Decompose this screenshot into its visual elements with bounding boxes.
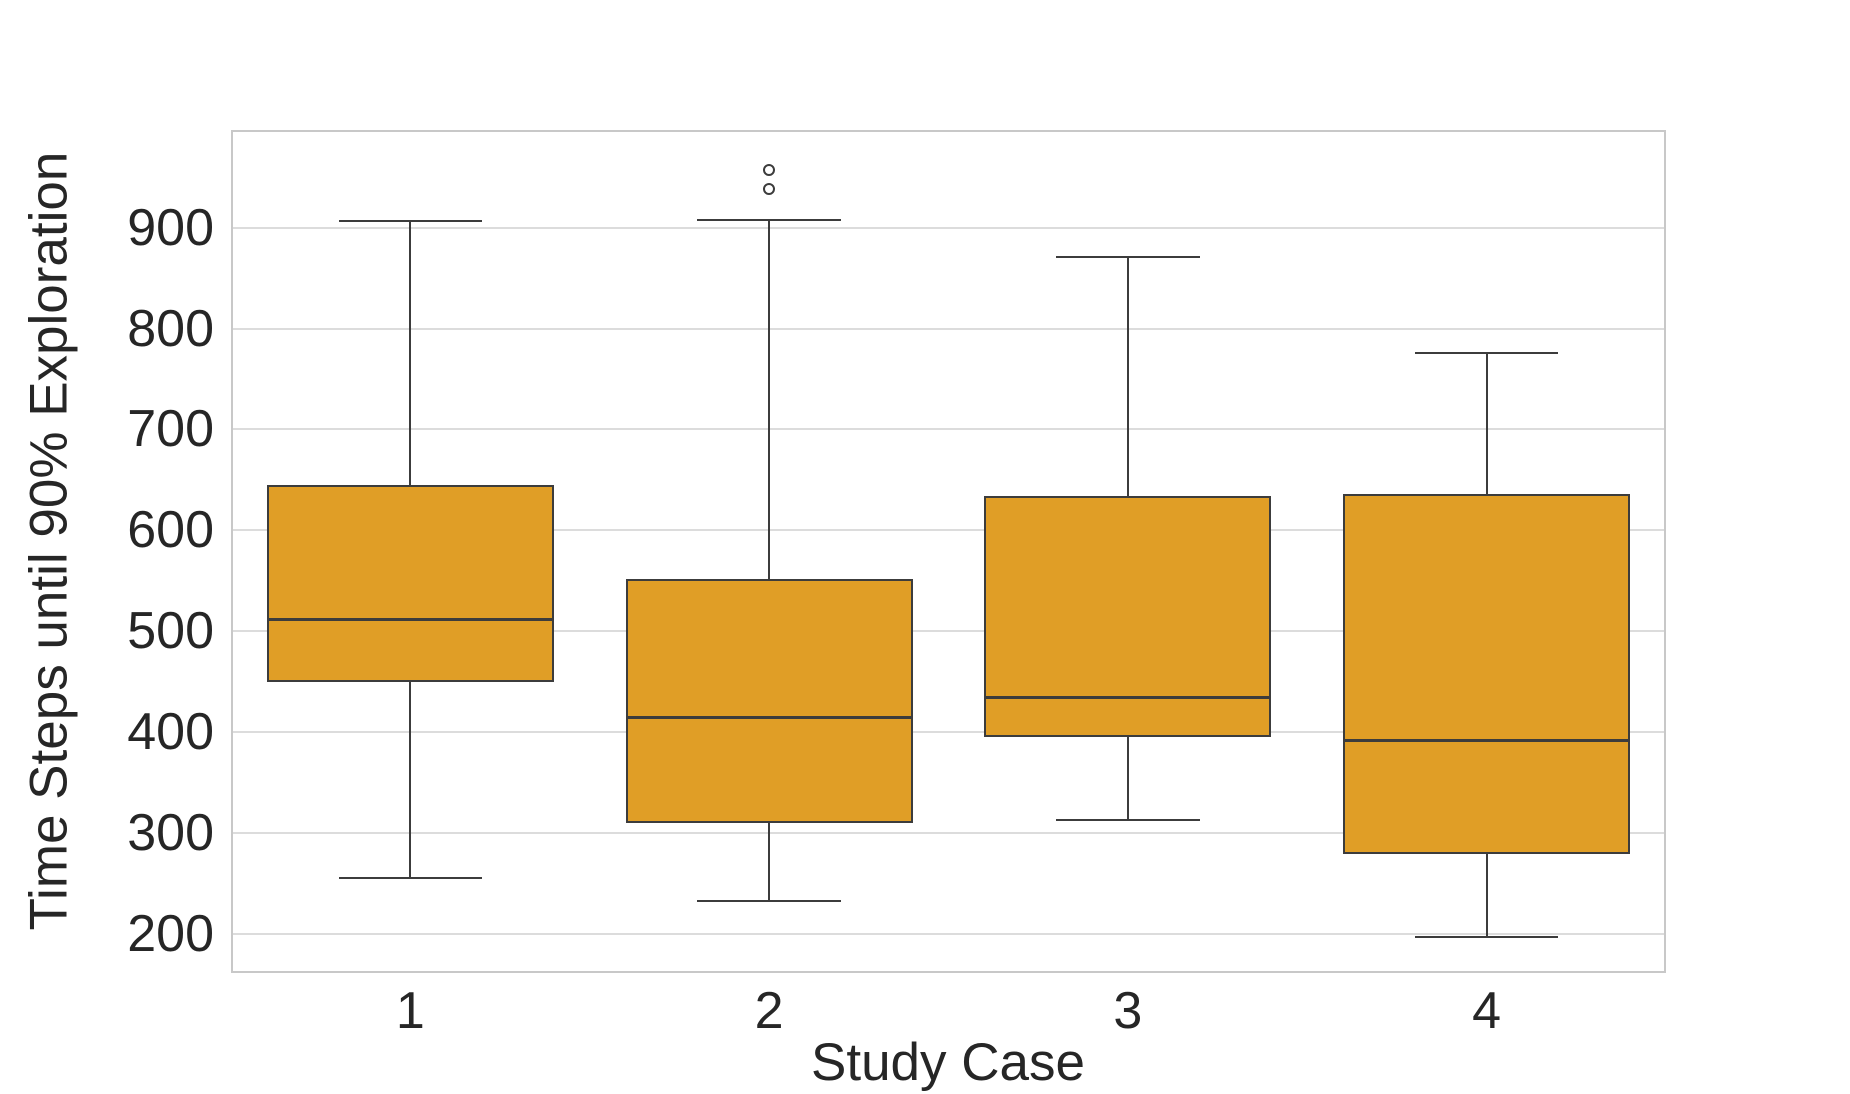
- gridline-y-800: [233, 327, 1664, 330]
- gridline-y-600: [233, 529, 1664, 532]
- whisker-lower-line: [768, 822, 771, 902]
- whisker-upper-cap: [1056, 256, 1200, 259]
- whisker-upper-line: [768, 219, 771, 579]
- gridline-y-500: [233, 630, 1664, 633]
- whisker-upper-line: [409, 220, 412, 485]
- y-tick-label-600: 600: [127, 501, 214, 560]
- whisker-upper-line: [1126, 257, 1129, 497]
- y-tick-label-500: 500: [127, 602, 214, 661]
- y-tick-label-700: 700: [127, 400, 214, 459]
- x-tick-label-2: 2: [754, 982, 784, 1040]
- whisker-upper-cap: [338, 219, 483, 222]
- whisker-lower-cap: [1056, 818, 1200, 821]
- whisker-upper-cap: [697, 218, 841, 221]
- outlier-point: [763, 164, 776, 177]
- boxplot-box-1: [266, 484, 554, 682]
- y-tick-label-400: 400: [127, 702, 214, 761]
- median-line-3: [986, 696, 1270, 700]
- whisker-lower-cap: [1414, 935, 1559, 938]
- whisker-lower-cap: [697, 900, 841, 903]
- outlier-point: [763, 183, 776, 196]
- boxplot-box-4: [1343, 494, 1631, 854]
- median-line-1: [268, 617, 552, 621]
- median-line-4: [1345, 738, 1629, 742]
- median-line-2: [627, 716, 911, 720]
- whisker-lower-line: [1485, 854, 1488, 937]
- whisker-lower-line: [1126, 737, 1129, 820]
- y-axis-label: Time Steps until 90% Exploration: [19, 151, 79, 931]
- x-tick-label-4: 4: [1472, 982, 1502, 1040]
- x-tick-label-1: 1: [395, 982, 425, 1040]
- whisker-upper-line: [1485, 352, 1488, 495]
- x-tick-label-3: 3: [1113, 982, 1143, 1040]
- gridline-y-200: [233, 932, 1664, 935]
- x-axis-label: Study Case: [811, 1033, 1085, 1092]
- gridline-y-700: [233, 428, 1664, 431]
- boxplot-box-2: [625, 578, 913, 823]
- gridline-y-400: [233, 730, 1664, 733]
- whisker-upper-cap: [1414, 351, 1559, 354]
- gridline-y-300: [233, 831, 1664, 834]
- boxplot-box-3: [984, 496, 1272, 738]
- gridline-y-900: [233, 226, 1664, 229]
- y-tick-label-900: 900: [127, 198, 214, 257]
- y-tick-label-300: 300: [127, 803, 214, 862]
- y-tick-label-200: 200: [127, 904, 214, 963]
- whisker-lower-cap: [338, 877, 483, 880]
- y-tick-label-800: 800: [127, 299, 214, 358]
- whisker-lower-line: [409, 681, 412, 879]
